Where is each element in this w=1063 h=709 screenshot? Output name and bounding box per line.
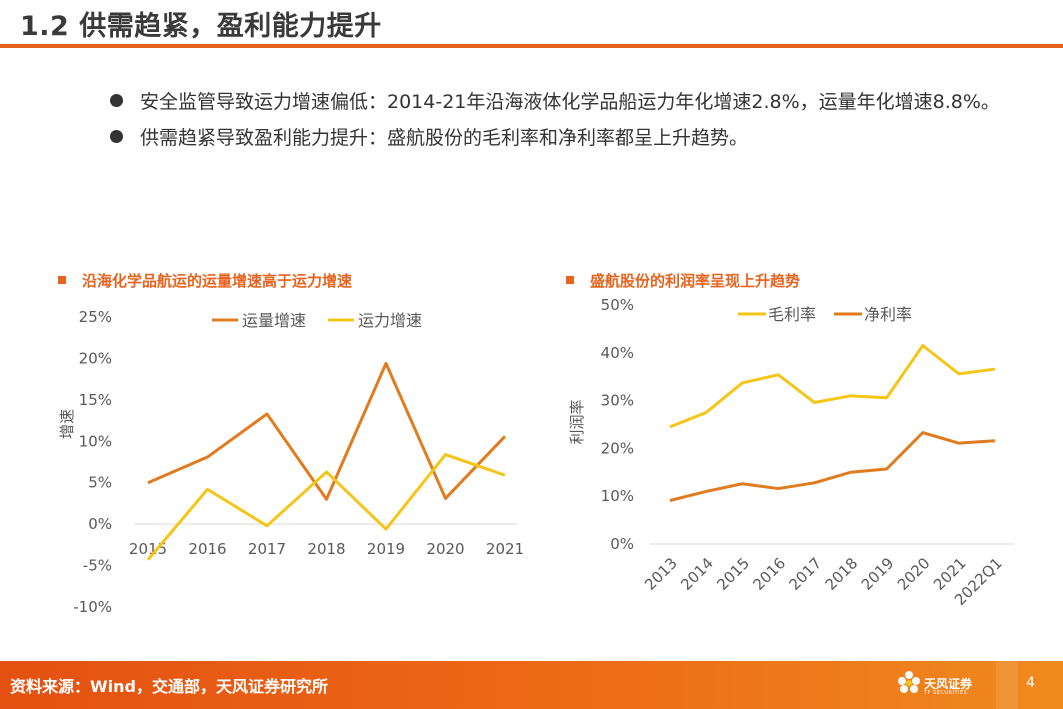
chart2-y-tick: 30% [601, 392, 634, 410]
chart1-title: 沿海化学品航运的运量增速高于运力增速 [58, 270, 352, 291]
chart2-x-tick: 2017 [786, 554, 826, 594]
chart2-x-tick: 2013 [641, 554, 681, 594]
chart2-x-tick: 2018 [822, 554, 862, 594]
source-note: 资料来源：Wind，交通部，天风证券研究所 [10, 677, 328, 696]
chart2-y-tick: 50% [601, 296, 634, 314]
charts-canvas: 25%20%15%10%5%0%-5%-10%2015 2016 2017 2018 2… [58, 296, 1015, 616]
chart1-x-tick: 2016 [188, 540, 226, 558]
chart1-y-tick: -10% [73, 598, 112, 616]
chart2-y-tick: 20% [601, 439, 634, 457]
chart1-x-tick: 2017 [248, 540, 286, 558]
chart1-legend-label: 运力增速 [358, 311, 422, 330]
chart1-y-tick: 10% [79, 432, 112, 450]
chart1-y-label: 增速 [58, 409, 76, 439]
chart1-y-tick: 5% [88, 474, 112, 492]
page-number: 4 [1026, 675, 1035, 691]
chart1-y-tick: 20% [79, 349, 112, 367]
chart1-y-tick: 0% [88, 515, 112, 533]
chart1-x-tick: 2015 [129, 540, 167, 558]
square-bullet-icon [58, 275, 66, 284]
chart2-x-tick: 2016 [749, 554, 789, 594]
title-rule [0, 44, 1063, 48]
chart2-y-tick: 10% [601, 487, 634, 505]
chart1-series-line [147, 361, 507, 501]
bullet-item: 安全监管导致运力增速偏低：2014-21年沿海液体化学品船运力年化增速2.8%，… [110, 84, 1010, 120]
chart2-series-line [669, 344, 996, 429]
bullet-dot-icon [110, 130, 123, 143]
chart1-x-tick: 2019 [367, 540, 405, 558]
chart2-title-text: 盛航股份的利润率呈现上升趋势 [590, 272, 801, 290]
chart1-y-tick: -5% [83, 557, 112, 575]
square-bullet-icon [566, 275, 574, 284]
chart2-x-tick: 2020 [894, 554, 934, 594]
chart2-y-label: 利润率 [568, 399, 586, 444]
page-title: 1.2 供需趋紧，盈利能力提升 [20, 11, 382, 42]
chart2-x-tick: 2019 [858, 554, 898, 594]
chart2-series-line [669, 431, 996, 502]
logo-name: 天风证券 [924, 677, 973, 691]
chart1-legend-label: 运量增速 [242, 311, 306, 330]
chart1-x-tick: 2021 [486, 540, 524, 558]
footer-bar: 资料来源：Wind，交通部，天风证券研究所 天风证券 TF SECURITIES… [0, 661, 1063, 709]
chart1-x-tick: 2020 [426, 540, 464, 558]
chart1-title-text: 沿海化学品航运的运量增速高于运力增速 [82, 272, 353, 290]
bullet-text: 供需趋紧导致盈利能力提升：盛航股份的毛利率和净利率都呈上升趋势。 [140, 127, 749, 149]
chart2-y-tick: 40% [601, 344, 634, 362]
chart2-x-tick: 2015 [713, 554, 753, 594]
chart2-title: 盛航股份的利润率呈现上升趋势 [566, 270, 800, 291]
chart2-legend-label: 净利率 [864, 305, 912, 324]
logo-subtitle: TF SECURITIES [924, 690, 968, 696]
chart2-x-tick: 2014 [677, 554, 717, 594]
flower-logo-icon [898, 671, 920, 693]
bullet-list: 安全监管导致运力增速偏低：2014-21年沿海液体化学品船运力年化增速2.8%，… [110, 84, 1010, 156]
bullet-text: 安全监管导致运力增速偏低：2014-21年沿海液体化学品船运力年化增速2.8%，… [140, 91, 1000, 113]
chart1-y-tick: 15% [79, 391, 112, 409]
bullet-dot-icon [110, 94, 123, 107]
chart1-y-tick: 25% [79, 308, 112, 326]
brand-logo: 天风证券 TF SECURITIES [896, 669, 986, 701]
chart2-y-tick: 0% [610, 535, 634, 553]
chart2-legend-label: 毛利率 [768, 305, 816, 324]
bullet-item: 供需趋紧导致盈利能力提升：盛航股份的毛利率和净利率都呈上升趋势。 [110, 120, 1010, 156]
footer-decoration [996, 661, 1018, 709]
chart1-x-tick: 2018 [307, 540, 345, 558]
